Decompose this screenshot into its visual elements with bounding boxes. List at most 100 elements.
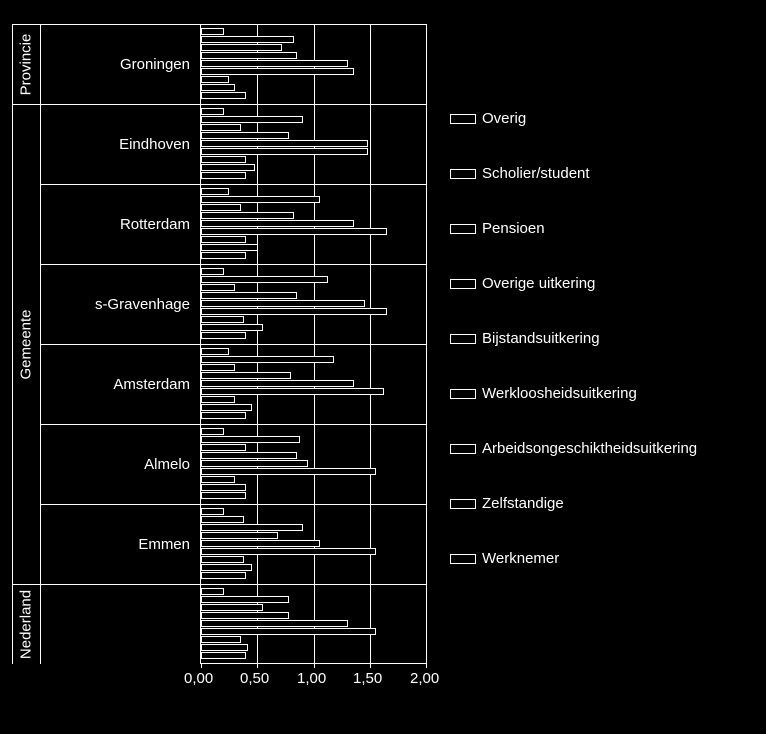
legend-label: Overig <box>482 110 526 127</box>
legend-marker <box>450 499 476 509</box>
y-cat-label: Rotterdam <box>120 216 190 233</box>
bar <box>201 148 368 155</box>
bar <box>201 332 246 339</box>
bar <box>201 76 229 83</box>
x-tick-label: 2,00 <box>410 670 439 687</box>
tick <box>370 663 371 668</box>
bar <box>201 228 387 235</box>
tick <box>314 663 315 668</box>
bar <box>201 628 376 635</box>
bar <box>201 92 246 99</box>
bar <box>201 308 387 315</box>
bar <box>201 212 294 219</box>
x-tick-label: 1,50 <box>353 670 382 687</box>
legend-item: Werknemer <box>450 550 697 567</box>
bar <box>201 644 248 651</box>
bar <box>201 292 297 299</box>
legend-item: Overig <box>450 110 697 127</box>
legend-item: Zelfstandige <box>450 495 697 512</box>
bar <box>201 460 308 467</box>
bar <box>201 396 235 403</box>
bar <box>201 276 328 283</box>
y-cat-label: Eindhoven <box>119 136 190 153</box>
bar <box>201 444 246 451</box>
bar <box>201 428 224 435</box>
bar <box>201 300 365 307</box>
group-divider <box>40 264 426 265</box>
bar <box>201 324 263 331</box>
bar <box>201 268 224 275</box>
bar <box>201 468 376 475</box>
bar <box>201 68 354 75</box>
bar <box>201 172 246 179</box>
bar <box>201 388 384 395</box>
x-tick-label: 1,00 <box>297 670 326 687</box>
legend-label: Arbeidsongeschiktheidsuitkering <box>482 440 697 457</box>
group-label-divider <box>40 24 41 664</box>
bar <box>201 620 348 627</box>
bar <box>201 412 246 419</box>
legend-marker <box>450 169 476 179</box>
bar <box>201 556 244 563</box>
bar <box>201 28 224 35</box>
bar <box>201 356 334 363</box>
legend-item: Scholier/student <box>450 165 697 182</box>
bar <box>201 36 294 43</box>
bar <box>201 572 246 579</box>
group-divider <box>40 184 426 185</box>
bar <box>201 548 376 555</box>
bar <box>201 140 368 147</box>
bar <box>201 236 246 243</box>
y-cat-label: s-Gravenhage <box>95 296 190 313</box>
legend-marker <box>450 389 476 399</box>
group-divider <box>40 424 426 425</box>
bar <box>201 492 246 499</box>
legend: Overig Scholier/student Pensioen Overige… <box>450 110 697 605</box>
x-tick-label: 0,00 <box>184 670 213 687</box>
y-group-nederland: Nederland <box>18 587 35 663</box>
bar <box>201 220 354 227</box>
gridline <box>426 24 427 663</box>
y-cat-label: Almelo <box>144 456 190 473</box>
bar <box>201 116 303 123</box>
tick <box>257 663 258 668</box>
legend-label: Werknemer <box>482 550 559 567</box>
bar <box>201 348 229 355</box>
bar <box>201 108 224 115</box>
bar <box>201 252 246 259</box>
bar <box>201 596 289 603</box>
bar <box>201 44 282 51</box>
legend-item: Bijstandsuitkering <box>450 330 697 347</box>
bar <box>201 188 229 195</box>
bar <box>201 244 258 251</box>
bar <box>201 540 320 547</box>
legend-item: Overige uitkering <box>450 275 697 292</box>
bar <box>201 476 235 483</box>
legend-label: Overige uitkering <box>482 275 595 292</box>
bar <box>201 132 289 139</box>
bar <box>201 652 246 659</box>
bar <box>201 156 246 163</box>
legend-marker <box>450 444 476 454</box>
bar <box>201 164 255 171</box>
legend-label: Zelfstandige <box>482 495 564 512</box>
y-cat-label: Groningen <box>120 56 190 73</box>
group-divider <box>12 24 426 25</box>
bar <box>201 452 297 459</box>
bar <box>201 52 297 59</box>
legend-label: Werkloosheidsuitkering <box>482 385 637 402</box>
bar <box>201 524 303 531</box>
bar <box>201 636 241 643</box>
bar <box>201 364 235 371</box>
bar <box>201 316 244 323</box>
bar <box>201 196 320 203</box>
legend-item: Arbeidsongeschiktheidsuitkering <box>450 440 697 457</box>
group-divider <box>40 344 426 345</box>
group-divider <box>12 584 426 585</box>
x-tick-label: 0,50 <box>240 670 269 687</box>
bar <box>201 124 241 131</box>
legend-marker <box>450 114 476 124</box>
legend-item: Werkloosheidsuitkering <box>450 385 697 402</box>
group-divider <box>40 504 426 505</box>
bar <box>201 508 224 515</box>
